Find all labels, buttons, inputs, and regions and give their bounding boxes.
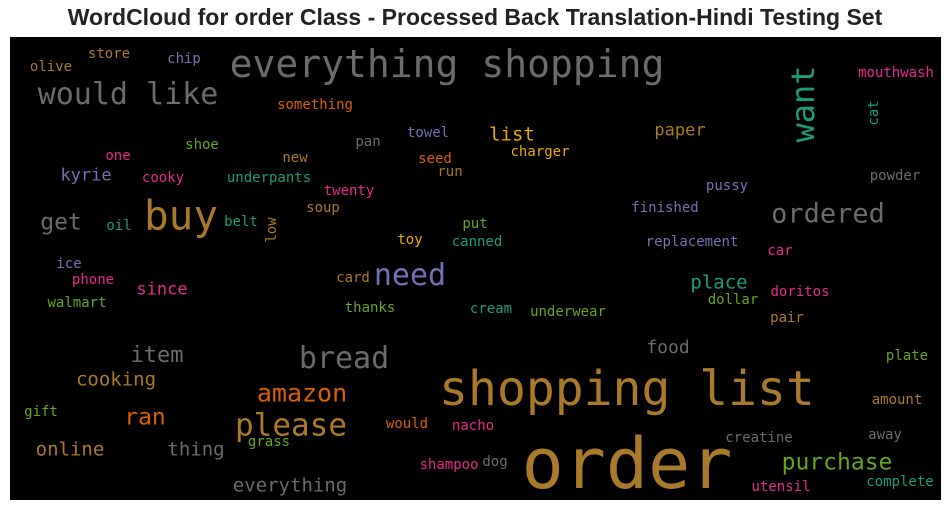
word-ordered: ordered: [771, 198, 885, 230]
word-thanks: thanks: [344, 300, 396, 316]
word-underpants: underpants: [226, 170, 312, 186]
chart-title: WordCloud for order Class - Processed Ba…: [67, 4, 883, 30]
word-olive: olive: [29, 59, 73, 75]
wordcloud-canvas: order shopping list everything shopping buy…: [10, 37, 941, 500]
word-mouthwash: mouthwash: [858, 65, 934, 81]
word-shampoo: shampoo: [419, 457, 479, 473]
word-place: place: [690, 271, 748, 294]
word-buy: buy: [143, 191, 219, 240]
word-seed: seed: [418, 151, 452, 167]
word-dog: dog: [482, 454, 508, 470]
word-car: car: [767, 243, 793, 259]
word-item: item: [130, 343, 184, 368]
word-cooking: cooking: [75, 368, 157, 391]
word-complete: complete: [866, 474, 934, 490]
word-walmart: walmart: [47, 295, 107, 311]
word-new: new: [282, 150, 308, 166]
word-pan: pan: [355, 134, 381, 150]
word-please: please: [235, 407, 347, 444]
word-pussy: pussy: [705, 178, 749, 194]
word-store: store: [87, 46, 131, 62]
word-thing: thing: [167, 438, 225, 461]
word-dollar: dollar: [707, 292, 759, 308]
word-creatine: creatine: [725, 430, 793, 446]
word-everything-shopping: everything shopping: [229, 42, 665, 86]
word-canned: canned: [451, 234, 503, 250]
word-paper: paper: [654, 120, 706, 141]
word-get: get: [40, 209, 82, 236]
word-shopping-list: shopping list: [439, 361, 815, 417]
word-bread: bread: [298, 341, 390, 376]
word-cooky: cooky: [141, 170, 185, 186]
word-online: online: [35, 438, 105, 461]
word-food: food: [646, 337, 690, 358]
word-want: want: [784, 65, 822, 143]
word-utensil: utensil: [751, 479, 811, 495]
word-towel: towel: [406, 125, 450, 141]
word-purchase: purchase: [781, 449, 893, 476]
word-put: put: [462, 216, 488, 232]
word-cream: cream: [469, 301, 513, 317]
word-chip: chip: [167, 51, 201, 67]
word-ice: ice: [56, 256, 82, 272]
word-low: low: [264, 217, 280, 243]
word-plate: plate: [885, 348, 929, 364]
word-replacement: replacement: [645, 234, 739, 250]
word-ran: ran: [124, 404, 166, 431]
word-charger: charger: [510, 144, 570, 160]
word-nacho: nacho: [451, 418, 495, 434]
word-kyrie: kyrie: [60, 165, 112, 186]
word-shoe: shoe: [185, 137, 219, 153]
word-would-like: would like: [37, 77, 219, 112]
word-soup: soup: [306, 200, 340, 216]
word-amount: amount: [871, 392, 923, 408]
word-twenty: twenty: [323, 183, 375, 199]
word-phone: phone: [71, 272, 115, 288]
word-since: since: [136, 279, 188, 300]
word-away: away: [868, 427, 902, 443]
word-card: card: [336, 270, 370, 286]
word-powder: powder: [869, 168, 921, 184]
word-everything: everything: [232, 474, 348, 497]
word-belt: belt: [224, 214, 258, 230]
word-something: something: [277, 97, 353, 113]
word-cat: cat: [866, 100, 882, 126]
word-underwear: underwear: [530, 304, 606, 320]
word-toy: toy: [397, 232, 423, 248]
word-one: one: [105, 148, 131, 164]
word-amazon: amazon: [256, 378, 348, 408]
word-would: would: [385, 416, 429, 432]
word-pair: pair: [770, 310, 804, 326]
word-gift: gift: [24, 404, 58, 420]
word-doritos: doritos: [770, 284, 830, 300]
word-run: run: [437, 164, 463, 180]
word-list: list: [489, 123, 535, 146]
word-need: need: [373, 258, 447, 293]
word-finished: finished: [631, 200, 699, 216]
word-grass: grass: [247, 434, 291, 450]
word-oil: oil: [106, 218, 132, 234]
word-order: order: [521, 423, 733, 500]
